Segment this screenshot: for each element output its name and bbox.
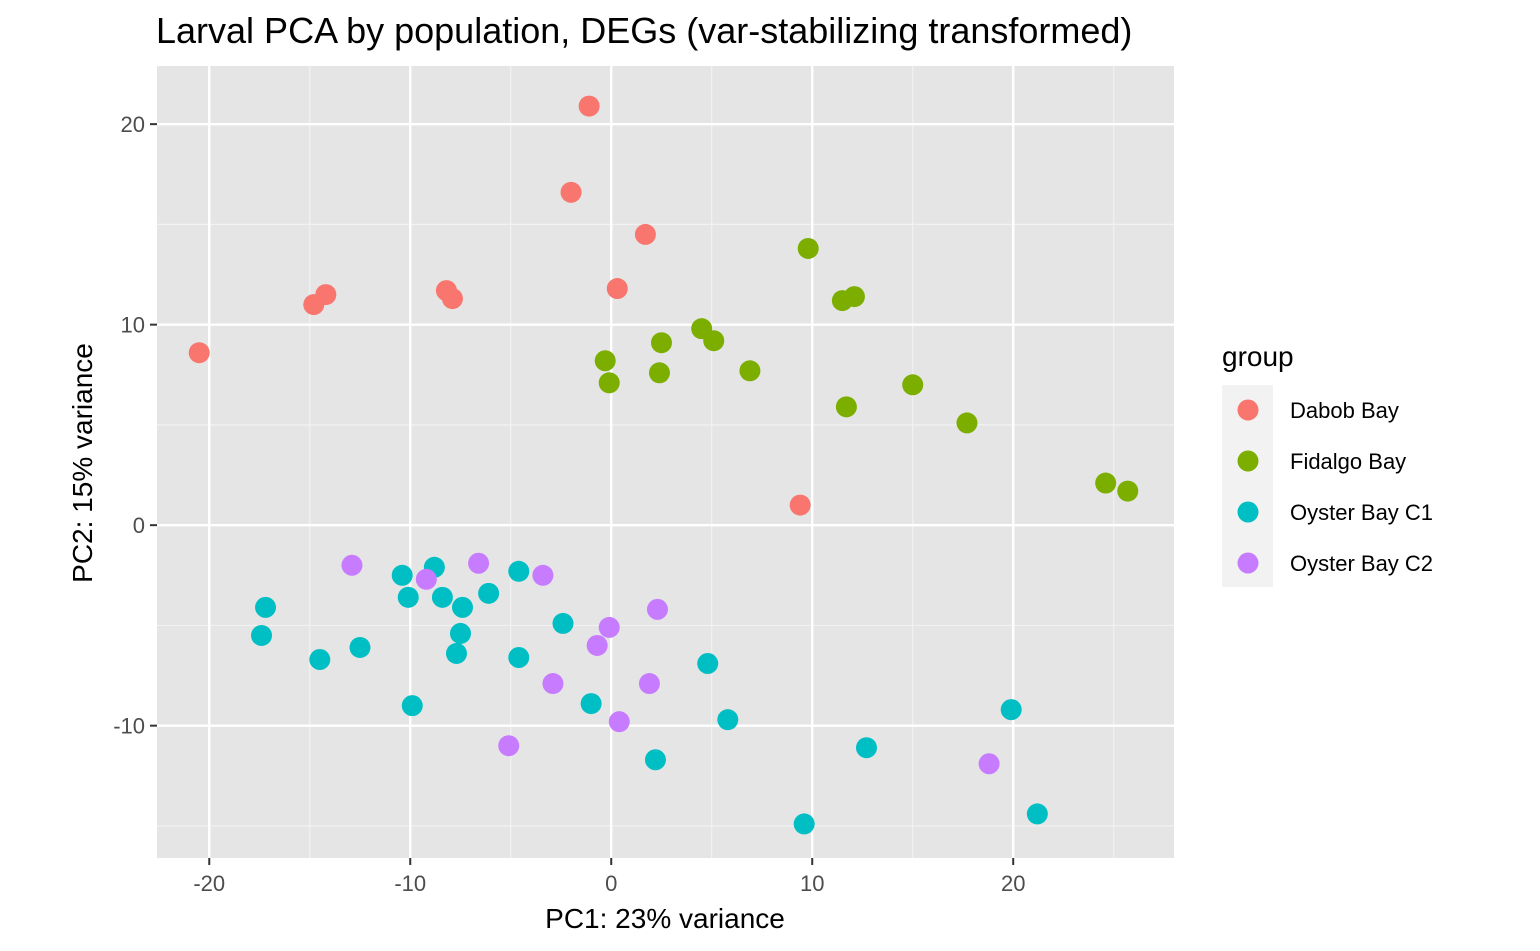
- data-point: [578, 95, 600, 117]
- data-point: [552, 612, 574, 634]
- data-point: [508, 560, 530, 582]
- data-point: [978, 753, 1000, 775]
- data-point: [580, 693, 602, 715]
- x-axis-title: PC1: 23% variance: [545, 903, 785, 934]
- legend-items: Dabob Bay Fidalgo Bay Oyster Bay C1 Oyster …: [1237, 398, 1433, 576]
- series-fidalgo-bay: [594, 237, 1139, 502]
- y-tick-label: 20: [121, 112, 145, 137]
- data-point: [1026, 803, 1048, 825]
- y-tick-label: -10: [113, 714, 145, 739]
- series-oyster-bay-c2: [341, 552, 1000, 775]
- data-point: [341, 554, 363, 576]
- data-points: [188, 95, 1139, 835]
- x-tick-label: 0: [605, 871, 617, 896]
- data-point: [1095, 472, 1117, 494]
- data-point: [646, 598, 668, 620]
- data-point: [793, 813, 815, 835]
- data-point: [650, 332, 672, 354]
- data-point: [251, 624, 273, 646]
- data-point: [634, 223, 656, 245]
- x-axis-ticks: -20 -10 0 10 20: [193, 858, 1025, 896]
- legend-label: Oyster Bay C2: [1290, 551, 1433, 576]
- data-point: [638, 673, 660, 695]
- data-point: [441, 288, 463, 310]
- x-tick-label: 20: [1001, 871, 1025, 896]
- data-point: [598, 616, 620, 638]
- data-point: [606, 278, 628, 300]
- legend-title: group: [1222, 341, 1294, 372]
- data-point: [349, 636, 371, 658]
- y-tick-label: 0: [133, 513, 145, 538]
- data-point: [956, 412, 978, 434]
- data-point: [431, 586, 453, 608]
- data-point: [1117, 480, 1139, 502]
- data-point: [468, 552, 490, 574]
- data-point: [598, 372, 620, 394]
- data-point: [391, 564, 413, 586]
- legend: group Dabob Bay Fidalgo Bay Oyster Bay C1 O…: [1222, 341, 1433, 587]
- legend-key: [1237, 399, 1259, 421]
- y-tick-label: 10: [121, 313, 145, 338]
- legend-label: Dabob Bay: [1290, 398, 1399, 423]
- data-point: [835, 396, 857, 418]
- data-point: [644, 749, 666, 771]
- data-point: [560, 181, 582, 203]
- legend-label: Fidalgo Bay: [1290, 449, 1406, 474]
- series-dabob-bay: [188, 95, 811, 516]
- x-tick-label: 10: [800, 871, 824, 896]
- data-point: [1000, 699, 1022, 721]
- data-point: [648, 362, 670, 384]
- data-point: [255, 596, 277, 618]
- data-point: [594, 350, 616, 372]
- series-oyster-bay-c1: [251, 556, 1048, 835]
- legend-key: [1237, 450, 1259, 472]
- data-point: [309, 648, 331, 670]
- data-point: [703, 330, 725, 352]
- data-point: [797, 237, 819, 259]
- data-point: [498, 735, 520, 757]
- data-point: [478, 582, 500, 604]
- y-axis-title: PC2: 15% variance: [67, 343, 98, 583]
- data-point: [586, 634, 608, 656]
- data-point: [445, 642, 467, 664]
- data-point: [508, 646, 530, 668]
- data-point: [717, 709, 739, 731]
- y-axis-ticks: -10 0 10 20: [113, 112, 157, 739]
- legend-key: [1237, 501, 1259, 523]
- chart-title: Larval PCA by population, DEGs (var-stab…: [156, 10, 1132, 51]
- data-point: [401, 695, 423, 717]
- data-point: [902, 374, 924, 396]
- data-point: [855, 737, 877, 759]
- data-point: [697, 653, 719, 675]
- data-point: [789, 494, 811, 516]
- data-point: [452, 596, 474, 618]
- legend-key: [1237, 552, 1259, 574]
- data-point: [415, 568, 437, 590]
- legend-label: Oyster Bay C1: [1290, 500, 1433, 525]
- data-point: [188, 342, 210, 364]
- data-point: [397, 586, 419, 608]
- data-point: [739, 360, 761, 382]
- grid-lines: [157, 66, 1174, 858]
- data-point: [303, 294, 325, 316]
- data-point: [542, 673, 564, 695]
- x-tick-label: -20: [193, 871, 225, 896]
- data-point: [532, 564, 554, 586]
- data-point: [843, 286, 865, 308]
- data-point: [608, 711, 630, 733]
- x-tick-label: -10: [394, 871, 426, 896]
- data-point: [449, 622, 471, 644]
